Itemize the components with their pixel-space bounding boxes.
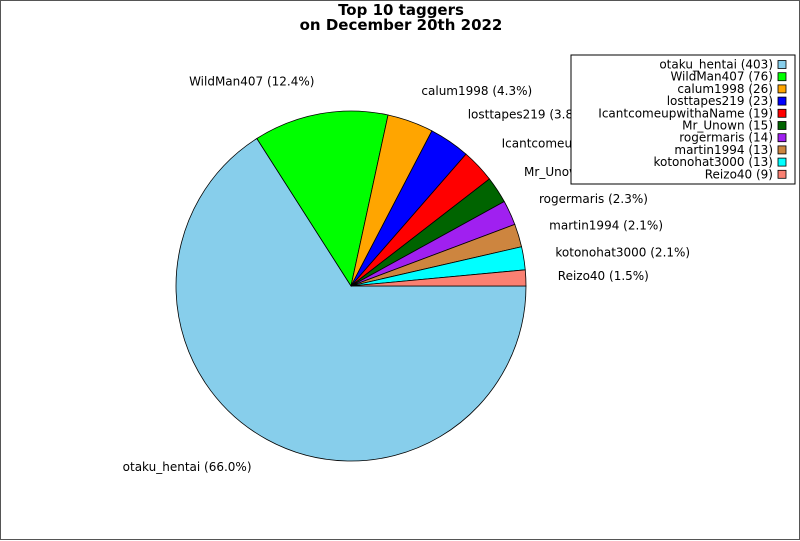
legend-swatch-wildman407 — [777, 72, 787, 82]
legend-swatch-reizo40 — [777, 169, 787, 179]
slice-label-losttapes219: losttapes219 (3.8%) — [468, 108, 590, 122]
legend-swatch-martin1994 — [777, 145, 787, 155]
legend-swatch-icantcomeupwithaname — [777, 108, 787, 118]
chart-title-line2: on December 20th 2022 — [299, 16, 503, 34]
legend-label-otaku-hentai: otaku_hentai (403) — [659, 58, 773, 72]
slice-label-otaku-hentai: otaku_hentai (66.0%) — [123, 460, 252, 474]
legend-label-rogermaris: rogermaris (14) — [679, 131, 773, 145]
pie-slices — [175, 110, 527, 462]
legend-box — [570, 54, 796, 185]
legend: otaku_hentai (403)WildMan407 (76)calum19… — [570, 54, 796, 185]
legend-label-losttapes219: losttapes219 (23) — [667, 94, 773, 108]
legend-label-calum1998: calum1998 (26) — [677, 82, 773, 96]
legend-label-kotonohat3000: kotonohat3000 (13) — [653, 155, 773, 169]
legend-label-icantcomeupwithaname: IcantcomeupwithaName (19) — [598, 106, 773, 120]
slice-label-calum1998: calum1998 (4.3%) — [421, 84, 532, 98]
legend-swatch-losttapes219 — [777, 96, 787, 106]
legend-swatch-rogermaris — [777, 133, 787, 143]
slice-label-reizo40: Reizo40 (1.5%) — [558, 269, 649, 283]
legend-label-mr-unown: Mr_Unown (15) — [682, 119, 773, 133]
legend-swatch-otaku-hentai — [777, 60, 787, 69]
legend-swatch-calum1998 — [777, 84, 787, 94]
slice-label-martin1994: martin1994 (2.1%) — [549, 219, 663, 233]
legend-label-martin1994: martin1994 (13) — [674, 143, 773, 157]
slice-label-kotonohat3000: kotonohat3000 (2.1%) — [555, 246, 690, 260]
pie-slice-reizo40 — [350, 269, 527, 287]
slice-label-wildman407: WildMan407 (12.4%) — [189, 75, 314, 89]
pie-slice-otaku-hentai — [175, 137, 527, 462]
chart-title: Top 10 taggers on December 20th 2022 — [1, 3, 800, 33]
chart-title-line1: Top 10 taggers — [338, 1, 464, 19]
pie-slice-wildman407 — [256, 110, 389, 288]
legend-swatch-mr-unown — [777, 121, 787, 130]
legend-label-reizo40: Reizo40 (9) — [705, 167, 773, 181]
legend-swatch-kotonohat3000 — [777, 157, 787, 167]
slice-label-rogermaris: rogermaris (2.3%) — [539, 192, 648, 206]
legend-label-wildman407: WildMan407 (76) — [670, 70, 773, 84]
